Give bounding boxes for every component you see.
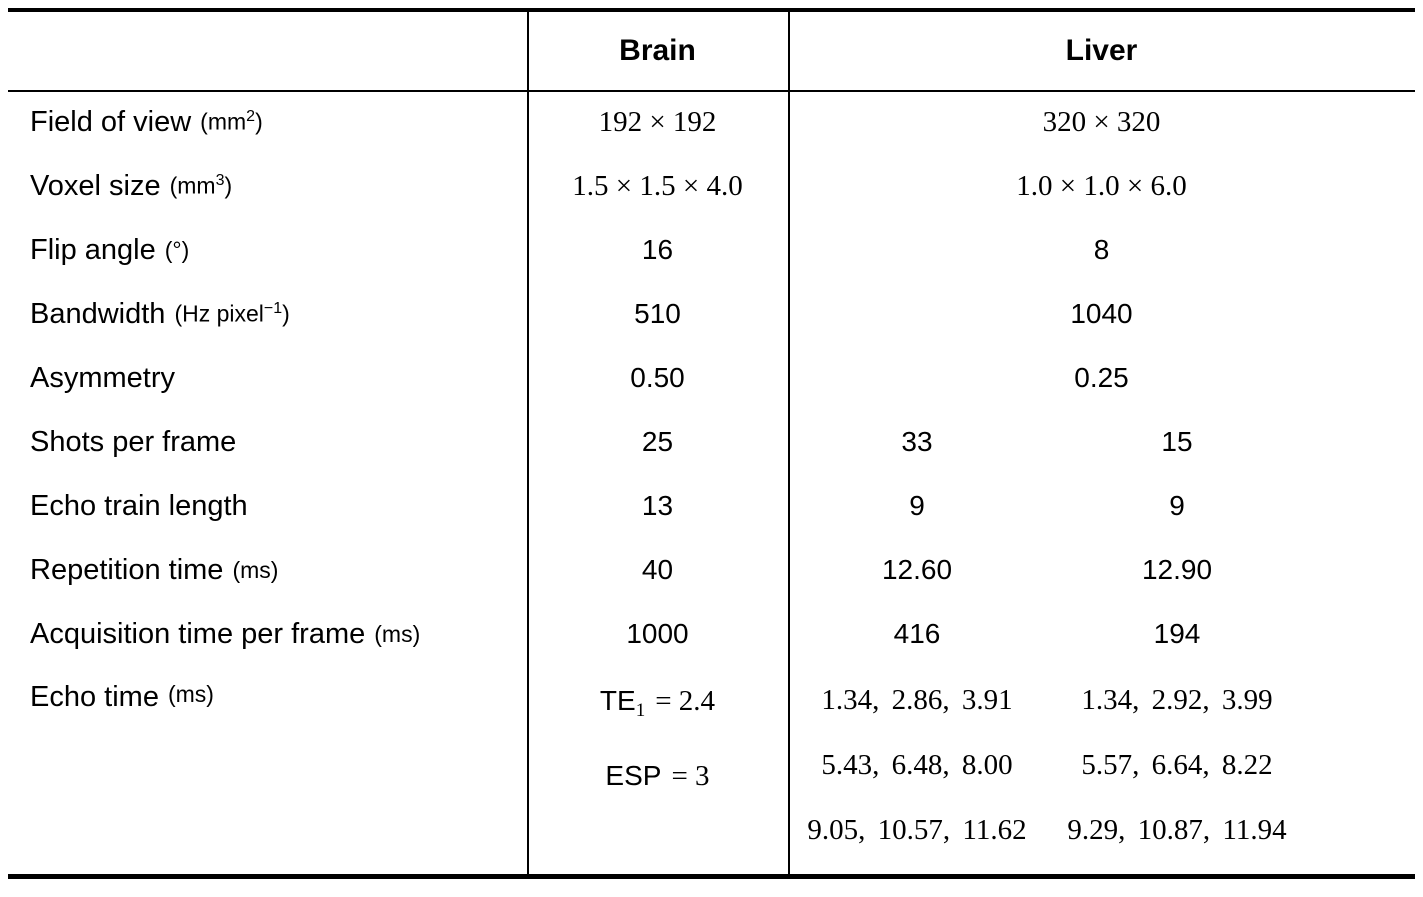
acquisition-parameters-table: Brain Liver Field of view (mm2) 192 × 19… bbox=[8, 8, 1415, 879]
brain-te1-equation: TE1 = 2.4 bbox=[599, 685, 716, 721]
cell-liver1-repetition-time: 12.60 bbox=[881, 554, 953, 585]
row-unit: (mm2) bbox=[200, 108, 263, 135]
cell-liver2-acquisition-time: 194 bbox=[1153, 618, 1201, 649]
cell-liver-asymmetry: 0.25 bbox=[1074, 362, 1129, 393]
row-label-text: Echo time bbox=[30, 681, 159, 713]
column-divider-labels-brain bbox=[527, 12, 529, 874]
row-label-shots-per-frame: Shots per frame bbox=[8, 410, 527, 474]
row-label-echo-time: Echo time (ms) bbox=[8, 666, 527, 876]
cell-brain-repetition-time: 40 bbox=[641, 554, 674, 585]
cell-liver2-shots-per-frame: 15 bbox=[1161, 426, 1193, 457]
row-label-text: Repetition time bbox=[30, 553, 224, 586]
column-header-liver-label: Liver bbox=[1065, 34, 1138, 67]
row-unit: (Hz pixel−1) bbox=[174, 300, 290, 327]
row-label-field-of-view: Field of view (mm2) bbox=[8, 90, 527, 154]
unit-superscript: 3 bbox=[215, 172, 225, 190]
brain-esp-equation: ESP = 3 bbox=[605, 760, 710, 792]
cell-liver1-acquisition-time: 416 bbox=[893, 618, 941, 649]
cell-liver-field-of-view: 320 × 320 bbox=[1042, 105, 1161, 138]
cell-liver-flip-angle: 8 bbox=[1093, 234, 1110, 265]
cell-liver2-repetition-time: 12.90 bbox=[1141, 554, 1213, 585]
row-label-text: Acquisition time per frame bbox=[30, 617, 366, 650]
row-label-text: Bandwidth bbox=[30, 297, 166, 330]
column-divider-brain-liver bbox=[788, 12, 790, 874]
liver2-echo-times-line3: 9.29, 10.87, 11.94 bbox=[1067, 814, 1287, 846]
row-label-text: Voxel size bbox=[30, 169, 161, 202]
row-unit: (ms) bbox=[167, 681, 214, 707]
cell-brain-shots-per-frame: 25 bbox=[641, 426, 674, 457]
row-label-acquisition-time: Acquisition time per frame (ms) bbox=[8, 602, 527, 666]
row-label-voxel-size: Voxel size (mm3) bbox=[8, 154, 527, 218]
row-unit: (ms) bbox=[232, 556, 279, 583]
row-label-text: Flip angle bbox=[30, 233, 156, 266]
liver2-echo-times-line2: 5.57, 6.64, 8.22 bbox=[1081, 749, 1273, 781]
column-header-liver: Liver bbox=[788, 12, 1415, 90]
column-header-brain-label: Brain bbox=[619, 34, 696, 67]
column-header-brain: Brain bbox=[527, 12, 788, 90]
row-label-text: Asymmetry bbox=[30, 361, 175, 394]
row-unit: (mm3) bbox=[169, 172, 233, 199]
cell-liver2-echo-times: 1.34, 2.92, 3.99 5.57, 6.64, 8.22 9.29, … bbox=[1046, 666, 1308, 876]
cell-brain-echo-time: TE1 = 2.4 ESP = 3 bbox=[527, 666, 788, 876]
cell-liver-bandwidth: 1040 bbox=[1070, 298, 1133, 329]
cell-brain-field-of-view: 192 × 192 bbox=[598, 105, 717, 138]
liver1-echo-times-line2: 5.43, 6.48, 8.00 bbox=[821, 749, 1013, 781]
liver1-echo-times-line3: 9.05, 10.57, 11.62 bbox=[807, 814, 1027, 846]
liver1-echo-times-line1: 1.34, 2.86, 3.91 bbox=[821, 684, 1013, 716]
te-subscript: 1 bbox=[635, 700, 646, 721]
cell-brain-asymmetry: 0.50 bbox=[630, 362, 685, 393]
row-label-bandwidth: Bandwidth (Hz pixel−1) bbox=[8, 282, 527, 346]
row-label-text: Shots per frame bbox=[30, 425, 237, 458]
row-unit: (°) bbox=[164, 236, 190, 263]
row-label-flip-angle: Flip angle (°) bbox=[8, 218, 527, 282]
row-unit: (ms) bbox=[374, 620, 421, 647]
cell-liver1-echo-times: 1.34, 2.86, 3.91 5.43, 6.48, 8.00 9.05, … bbox=[788, 666, 1046, 876]
cell-brain-voxel-size: 1.5 × 1.5 × 4.0 bbox=[572, 169, 743, 202]
header-separator-rule bbox=[8, 90, 1415, 92]
cell-brain-bandwidth: 510 bbox=[634, 298, 681, 329]
row-label-text: Echo train length bbox=[30, 489, 248, 522]
cell-liver-voxel-size: 1.0 × 1.0 × 6.0 bbox=[1016, 169, 1187, 202]
unit-superscript: −1 bbox=[263, 300, 283, 318]
row-label-asymmetry: Asymmetry bbox=[8, 346, 527, 410]
cell-brain-flip-angle: 16 bbox=[641, 234, 674, 265]
cell-liver1-shots-per-frame: 33 bbox=[901, 426, 933, 457]
cell-liver1-echo-train-length: 9 bbox=[909, 490, 925, 521]
row-label-repetition-time: Repetition time (ms) bbox=[8, 538, 527, 602]
cell-brain-echo-train-length: 13 bbox=[641, 490, 674, 521]
cell-liver2-echo-train-length: 9 bbox=[1169, 490, 1185, 521]
row-label-text: Field of view bbox=[30, 105, 192, 138]
liver2-echo-times-line1: 1.34, 2.92, 3.99 bbox=[1081, 684, 1273, 716]
row-label-echo-train-length: Echo train length bbox=[8, 474, 527, 538]
cell-brain-acquisition-time: 1000 bbox=[626, 618, 689, 649]
unit-superscript: 2 bbox=[246, 108, 256, 126]
